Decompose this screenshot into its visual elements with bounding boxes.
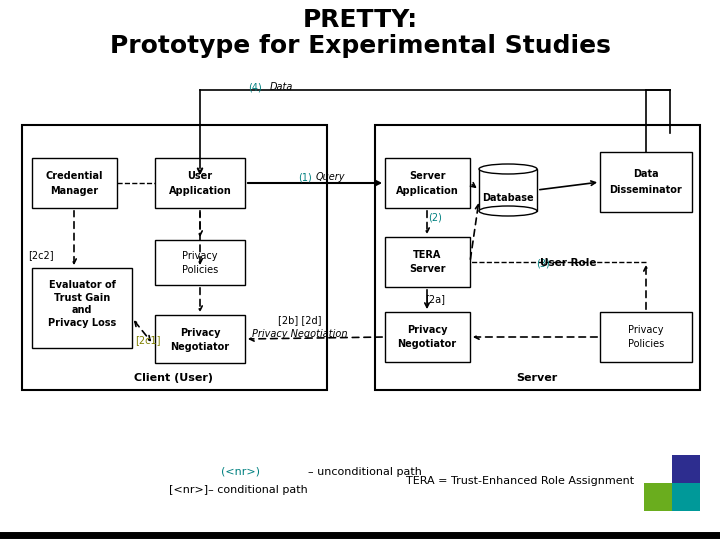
Text: and: and	[72, 305, 92, 315]
Text: TERA = Trust-Enhanced Role Assignment: TERA = Trust-Enhanced Role Assignment	[406, 476, 634, 486]
Text: TERA: TERA	[413, 250, 441, 260]
Bar	[672, 455, 700, 483]
Text: Negotiator: Negotiator	[171, 342, 230, 352]
Text: Privacy Loss: Privacy Loss	[48, 318, 116, 328]
Text: Prototype for Experimental Studies: Prototype for Experimental Studies	[109, 34, 611, 58]
Text: (2): (2)	[428, 213, 442, 223]
Bar	[385, 312, 470, 362]
Text: [2c1]: [2c1]	[135, 335, 161, 345]
Bar	[600, 152, 692, 212]
Text: Evaluator of: Evaluator of	[48, 280, 115, 290]
Text: Credential: Credential	[45, 171, 103, 181]
Text: (3): (3)	[536, 258, 550, 268]
Text: Server: Server	[409, 171, 445, 181]
Bar	[375, 125, 700, 390]
Text: Query: Query	[315, 172, 345, 182]
Text: Privacy Negotiation: Privacy Negotiation	[252, 329, 348, 339]
Text: [2c2]: [2c2]	[28, 250, 53, 260]
Text: Client (User): Client (User)	[135, 373, 214, 383]
Text: [<nr>]– conditional path: [<nr>]– conditional path	[168, 485, 307, 495]
Text: Server: Server	[409, 264, 445, 274]
Text: (1): (1)	[298, 172, 312, 182]
Text: Server: Server	[516, 373, 557, 383]
Text: Privacy: Privacy	[180, 328, 220, 338]
Text: Disseminator: Disseminator	[610, 185, 683, 195]
Bar	[155, 158, 245, 208]
Text: Privacy: Privacy	[629, 325, 664, 335]
Text: User Role: User Role	[540, 258, 596, 268]
Bar	[32, 158, 117, 208]
Text: Trust Gain: Trust Gain	[54, 293, 110, 303]
Bar	[22, 125, 327, 390]
Bar	[155, 240, 245, 285]
Ellipse shape	[479, 164, 537, 174]
Ellipse shape	[479, 206, 537, 216]
Text: (4): (4)	[248, 82, 262, 92]
Text: Application: Application	[395, 186, 459, 196]
Text: Data: Data	[633, 169, 659, 179]
Text: (<nr>): (<nr>)	[220, 467, 259, 477]
Bar	[600, 312, 692, 362]
Text: User: User	[187, 171, 212, 181]
Text: Policies: Policies	[182, 265, 218, 275]
Text: – unconditional path: – unconditional path	[308, 467, 422, 477]
Text: Privacy: Privacy	[407, 325, 447, 335]
Text: Data: Data	[269, 82, 293, 92]
Bar	[155, 315, 245, 363]
Text: Manager: Manager	[50, 186, 98, 196]
Text: Database: Database	[482, 193, 534, 203]
Bar	[385, 158, 470, 208]
Bar	[32, 268, 132, 348]
Bar	[479, 169, 537, 211]
Text: [2a]: [2a]	[425, 294, 445, 304]
Bar	[672, 483, 700, 511]
Text: Negotiator: Negotiator	[397, 339, 456, 349]
Text: Privacy: Privacy	[182, 251, 217, 261]
Text: PRETTY:: PRETTY:	[302, 8, 418, 32]
Text: Application: Application	[168, 186, 231, 196]
Bar	[385, 237, 470, 287]
Bar	[644, 483, 672, 511]
Text: [2b] [2d]: [2b] [2d]	[278, 315, 322, 325]
Text: Policies: Policies	[628, 339, 664, 349]
